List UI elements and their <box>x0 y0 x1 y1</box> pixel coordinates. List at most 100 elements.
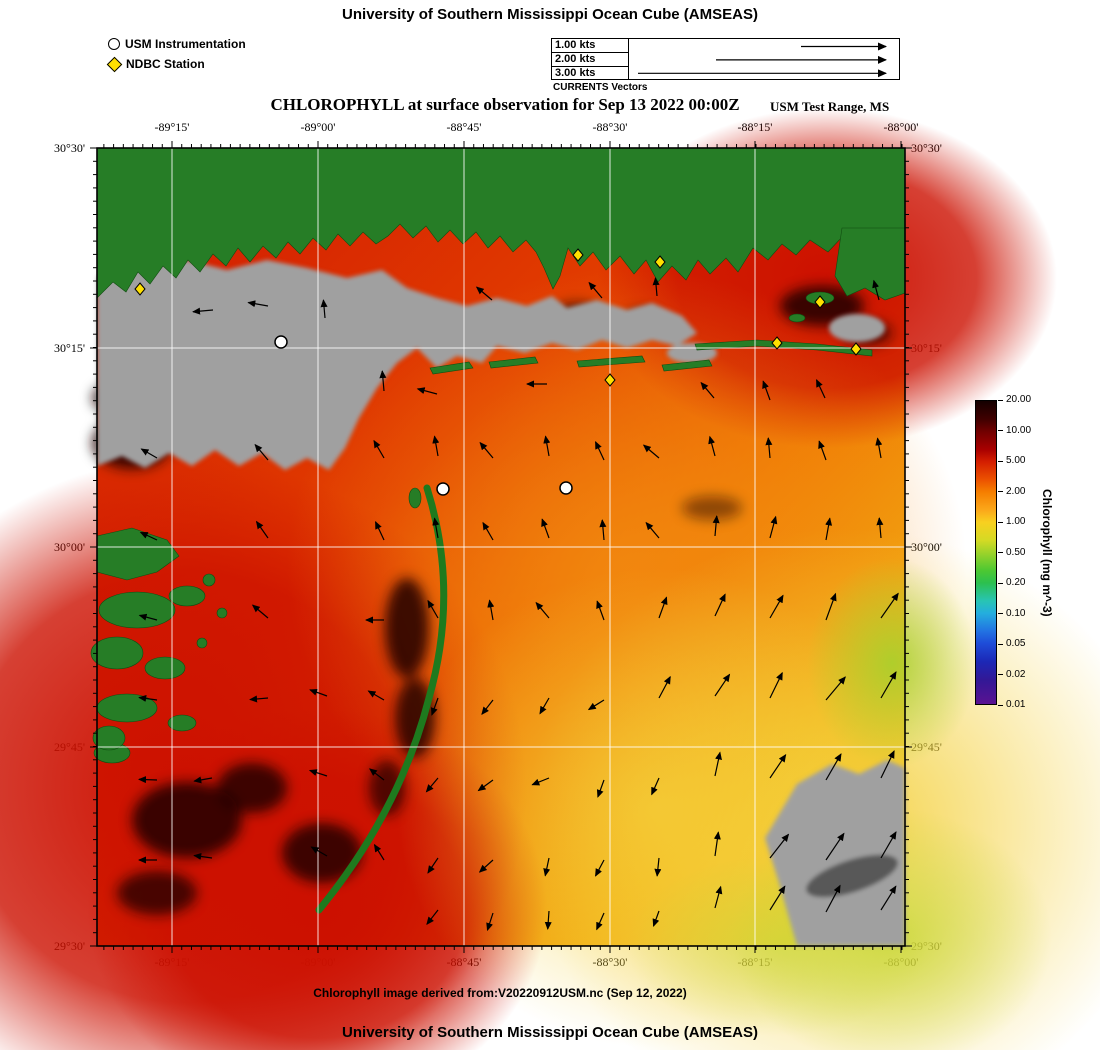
ndbc-station-label: NDBC Station <box>126 57 205 71</box>
current-vector-arrow <box>714 885 723 909</box>
current-vector-arrow <box>541 518 550 539</box>
current-vector-arrow <box>762 380 771 401</box>
colorbar-tick-label: 10.00 <box>1006 424 1032 436</box>
colorbar <box>975 400 997 705</box>
colorbar-tick <box>998 643 1003 645</box>
current-vector-arrow <box>769 833 790 859</box>
current-vector-arrow <box>138 695 158 702</box>
current-vector-arrow <box>825 832 845 861</box>
current-vector-arrow <box>375 520 385 541</box>
current-vector-arrow <box>254 443 269 461</box>
page-title-bottom: University of Southern Mississippi Ocean… <box>342 1024 758 1041</box>
usm-instrumentation-marker <box>559 481 573 495</box>
current-vector-arrow <box>825 753 842 781</box>
current-vector-arrow <box>652 277 660 297</box>
colorbar-label: Chlorophyll (mg m^-3) <box>1040 488 1054 617</box>
current-vector-arrow <box>765 437 773 459</box>
colorbar-tick-labels: 20.00 10.00 5.00 2.00 1.00 0.50 0.20 0.10 0.05 0.… <box>998 394 1053 710</box>
current-vector-arrow <box>658 596 668 619</box>
x-axis-tick-label: -88°45' <box>446 120 482 134</box>
current-vector-arrow <box>481 699 494 715</box>
current-vector-arrow <box>654 857 662 877</box>
current-vector-arrow <box>543 435 551 457</box>
current-vector-arrow <box>825 676 846 701</box>
current-vector-arrow <box>425 777 439 793</box>
current-vector-arrow <box>479 441 494 459</box>
current-vector-arrow <box>642 444 660 459</box>
current-vector-arrow <box>310 846 328 857</box>
marsh <box>96 527 180 581</box>
current-vector-arrow <box>138 613 158 621</box>
current-vector-arrow <box>769 671 783 699</box>
barrier-island <box>576 355 646 368</box>
current-vector-arrow <box>708 435 716 457</box>
colorbar-tick-label: 0.50 <box>1006 546 1026 558</box>
current-vector-arrow <box>880 831 897 859</box>
plot-subtitle: CHLOROPHYLL at surface observation for S… <box>270 95 740 114</box>
currents-speed-label: 3.00 kts <box>555 67 596 79</box>
current-vectors <box>138 277 899 932</box>
current-vector-arrow <box>308 769 328 777</box>
source-caption: Chlorophyll image derived from:V20220912… <box>313 986 687 1000</box>
currents-speed-label: 1.00 kts <box>552 39 628 53</box>
current-vector-arrow <box>645 521 660 539</box>
current-vector-arrow <box>247 300 269 308</box>
current-vector-arrow <box>535 601 550 619</box>
barrier-island <box>429 361 474 375</box>
colorbar-tick <box>998 491 1003 492</box>
current-vector-arrow <box>139 531 158 541</box>
current-vector-arrow <box>658 675 671 699</box>
current-vector-arrow <box>140 448 158 459</box>
land-mass <box>90 147 906 914</box>
current-vector-arrow <box>880 885 897 911</box>
colorbar-tick <box>998 582 1003 584</box>
current-vector-arrow <box>769 515 778 539</box>
current-vector-arrow <box>596 779 605 798</box>
current-vector-arrow <box>249 695 269 703</box>
currents-legend-box: 1.00 kts 2.00 kts 3.00 kts <box>551 38 900 80</box>
current-vector-arrow <box>713 831 721 857</box>
current-vector-arrow <box>192 307 214 315</box>
colorbar-tick <box>998 430 1003 431</box>
current-vector-arrow <box>588 281 603 299</box>
colorbar-tick-label: 5.00 <box>1006 455 1026 466</box>
coastline <box>96 147 906 299</box>
current-vector-arrow <box>769 753 787 779</box>
current-vector-arrow <box>427 599 439 619</box>
current-vector-arrow <box>652 910 660 927</box>
current-vector-arrow <box>825 592 837 621</box>
current-vector-arrow <box>769 885 786 911</box>
ndbc-station-marker <box>850 342 862 356</box>
colorbar-tick-label: 20.00 <box>1006 394 1032 405</box>
ndbc-station-marker <box>572 248 584 262</box>
usm-instrumentation-marker <box>274 335 288 349</box>
current-vector-arrow <box>539 697 550 715</box>
stations <box>134 248 862 496</box>
current-vector-arrow <box>769 594 784 619</box>
current-vector-arrow <box>426 909 439 925</box>
current-vector-arrow <box>367 690 385 701</box>
current-vector-arrow <box>880 592 899 619</box>
current-vector-arrow <box>193 853 213 860</box>
current-vector-arrow <box>138 776 158 784</box>
colorbar-tick-label: 0.02 <box>1006 668 1026 680</box>
no-data-regions <box>97 260 905 946</box>
current-vector-arrow <box>816 378 826 399</box>
current-vector-arrow <box>651 777 660 796</box>
current-vector-arrow <box>379 370 387 392</box>
colorbar-tick-label: 0.20 <box>1006 577 1026 588</box>
current-vector-arrow <box>478 859 494 873</box>
currents-legend-caption: CURRENTS Vectors <box>553 82 648 93</box>
usm-instrumentation-label: USM Instrumentation <box>125 37 246 51</box>
colorbar-tick <box>998 613 1003 614</box>
x-axis-tick-label: -89°00' <box>300 120 336 134</box>
current-vector-arrow <box>544 910 552 930</box>
current-vector-arrow <box>714 673 731 697</box>
current-vector-arrow <box>373 439 385 459</box>
current-vector-arrow <box>595 440 605 461</box>
graticule <box>97 148 905 946</box>
current-vector-arrow <box>876 517 884 539</box>
current-vector-arrow <box>373 843 385 861</box>
ndbc-station-marker <box>814 295 826 309</box>
